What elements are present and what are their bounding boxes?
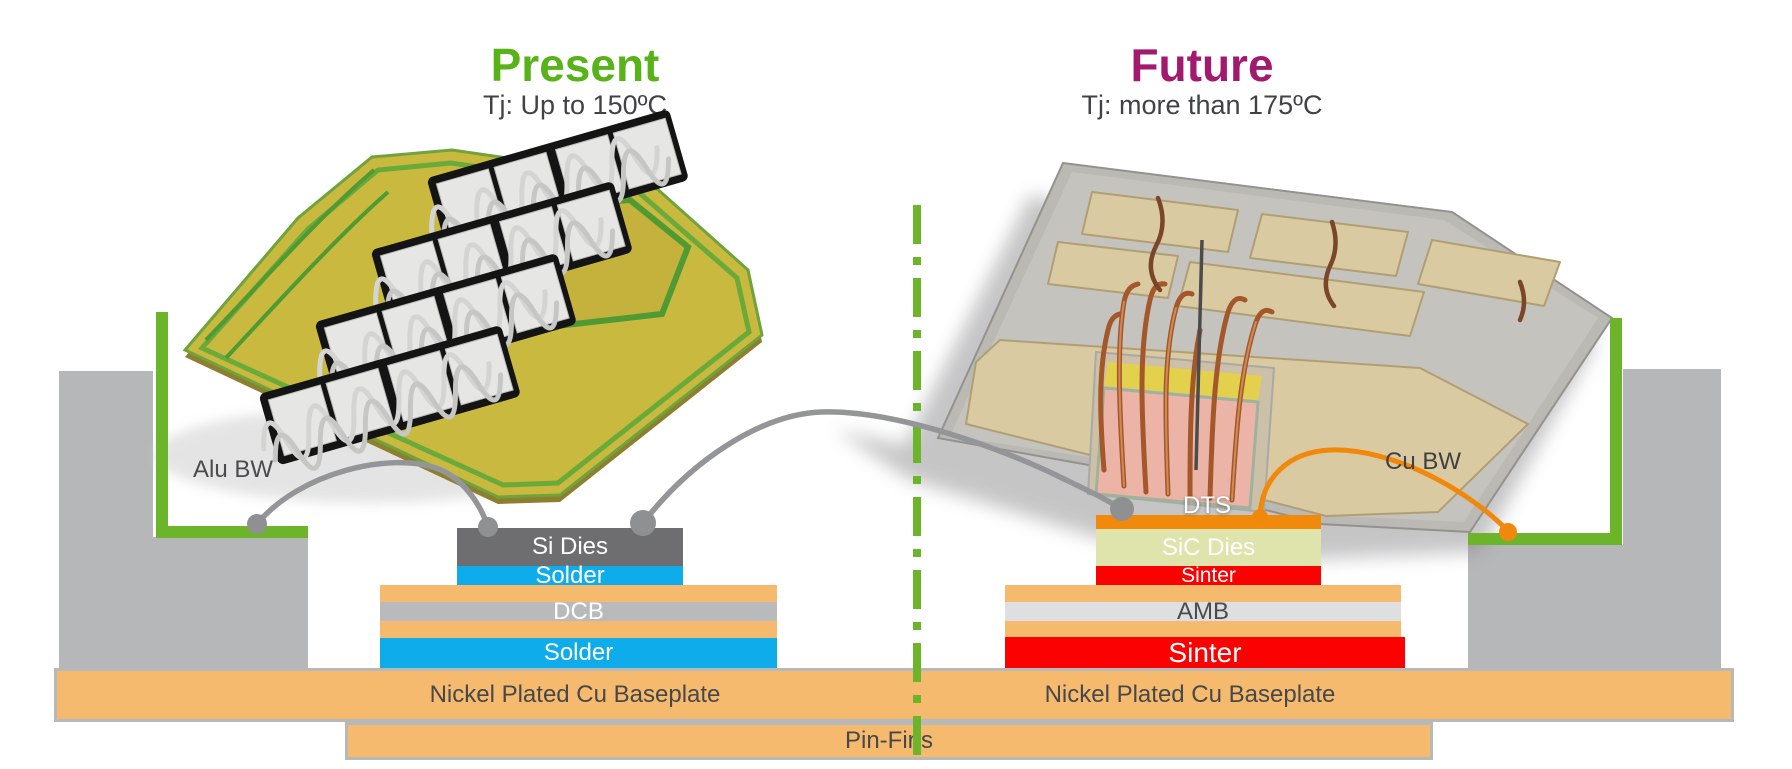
layer-sinter-top: Sinter <box>1096 565 1321 586</box>
future-pad-wires <box>1148 195 1527 323</box>
right-heatsink-step <box>1468 545 1721 668</box>
future-module-illustration <box>835 161 1614 565</box>
cu-bond-wire-curve <box>1257 447 1511 534</box>
layer-solder-top: Solder <box>457 563 683 587</box>
present-module-illustration <box>155 110 764 504</box>
baseplate-label-right: Nickel Plated Cu Baseplate <box>1044 681 1336 708</box>
present-title: Present <box>490 39 660 91</box>
wire-bond-dot <box>247 514 267 534</box>
future-subtitle: Tj: more than 175ºC <box>1081 90 1323 120</box>
wire-bond-dot <box>1110 497 1134 521</box>
alu-bond-wire-curve-short <box>254 459 491 530</box>
layer-dcb-copper-bottom <box>380 621 777 638</box>
left-heatsink-column <box>59 371 153 668</box>
right-green-bracket <box>1468 318 1622 545</box>
future-copper-bond-wire-highlights <box>1118 301 1257 501</box>
present-die-cluster <box>259 326 520 471</box>
future-sense-wire <box>1194 239 1204 471</box>
cu-bw-label: Cu BW <box>1385 448 1462 475</box>
layer-amb-ceramic: AMB <box>1005 599 1401 623</box>
dts-label: DTS <box>1183 492 1231 519</box>
baseplate-band <box>54 668 1734 722</box>
cu-wire-bond-dot <box>1252 509 1268 525</box>
alu-bond-wire-curve-long <box>640 409 1125 526</box>
wire-bond-dot <box>630 510 656 536</box>
divider-line <box>913 205 921 758</box>
layer-amb-copper-top <box>1005 585 1401 602</box>
layer-solder-bottom: Solder <box>380 638 777 668</box>
cu-wire-bond-dot <box>1499 523 1517 541</box>
future-sic-die-pad <box>1094 386 1260 510</box>
layer-sinter-bottom: Sinter <box>1005 637 1405 668</box>
alu-bw-label: Alu BW <box>193 456 274 483</box>
present-trace-line <box>204 168 376 342</box>
present-trace-line <box>224 190 390 360</box>
layer-dcb-ceramic: DCB <box>380 599 777 623</box>
present-subtitle: Tj: Up to 150ºC <box>483 90 667 120</box>
baseplate-label-left: Nickel Plated Cu Baseplate <box>429 681 721 708</box>
left-heatsink-step <box>153 537 308 668</box>
future-title: Future <box>1130 39 1274 91</box>
layer-dcb-copper-top <box>380 585 777 602</box>
layer-sic-dies: SiC Dies <box>1096 529 1321 566</box>
layer-amb-copper-bottom <box>1005 621 1401 638</box>
wire-bond-dot <box>478 517 498 537</box>
